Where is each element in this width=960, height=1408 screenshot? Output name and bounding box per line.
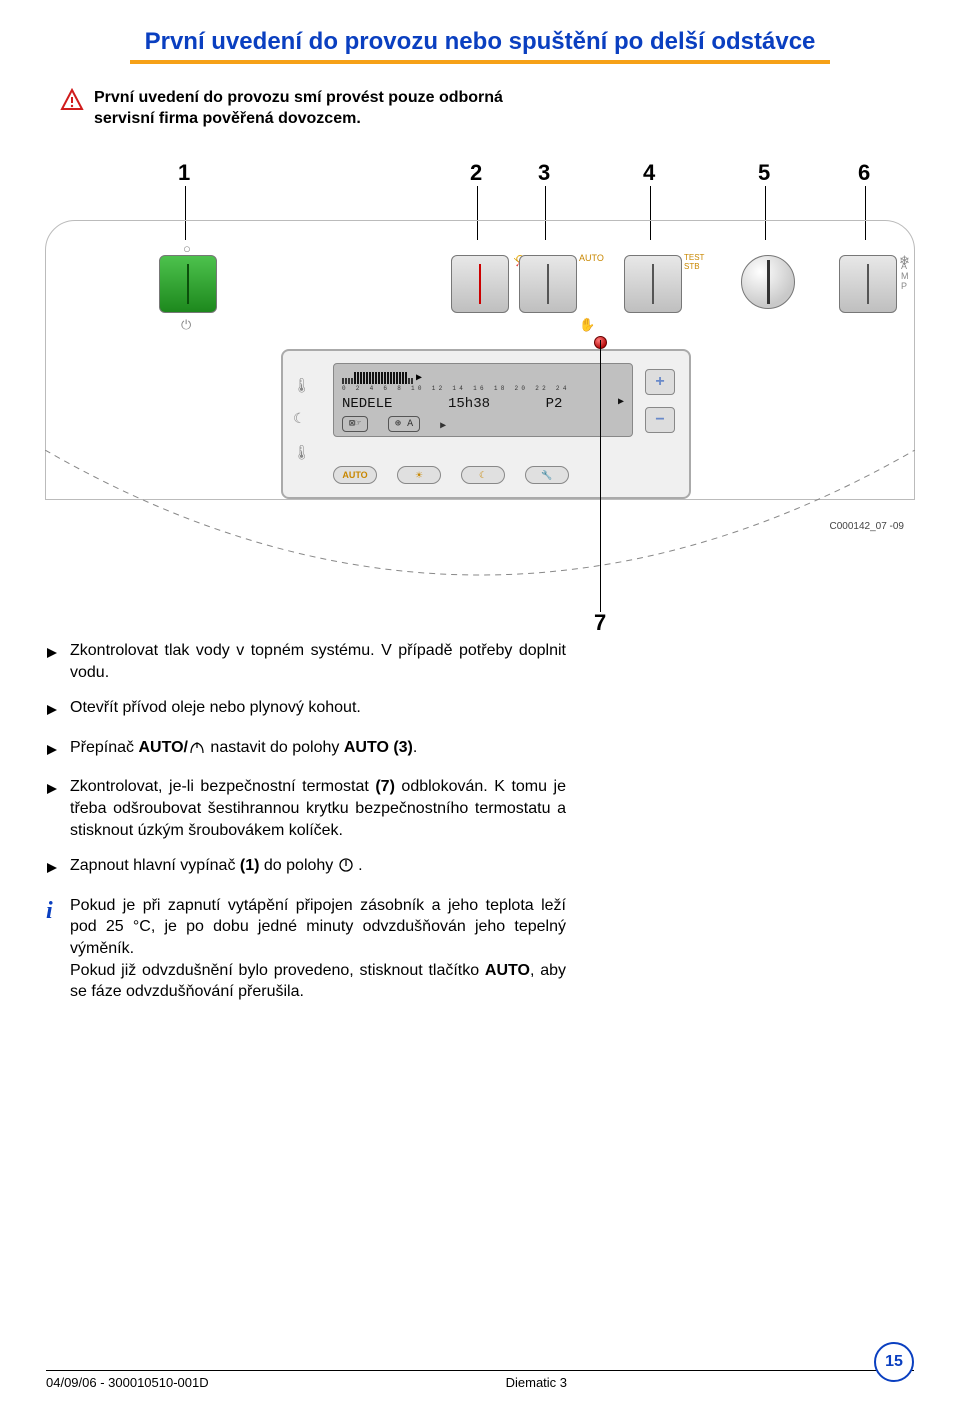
callout-7: 7: [594, 610, 606, 636]
callout-3: 3: [538, 160, 550, 186]
footer-center: Diematic 3: [506, 1375, 567, 1390]
lcd-screen: ▶ 0 2 4 6 8 10 12 14 16 18 20 22 24 NEDE…: [333, 363, 633, 437]
test-stb-switch[interactable]: TEST STB: [624, 255, 682, 313]
footer-left: 04/09/06 - 300010510-001D: [46, 1375, 209, 1390]
knob-6[interactable]: ❄ AMP: [839, 255, 897, 313]
minus-button[interactable]: −: [645, 407, 675, 433]
warning-text: První uvedení do provozu smí provést pou…: [94, 88, 530, 130]
callout-5: 5: [758, 160, 770, 186]
control-panel-figure: 1 2 3 4 5 6 ○ ⏻ 📯 AUTO: [45, 160, 915, 600]
callout-6: 6: [858, 160, 870, 186]
title-separator: [130, 60, 830, 64]
lcd-day: NEDELE: [342, 396, 392, 412]
lcd-prog: P2: [546, 396, 563, 412]
page-title: První uvedení do provozu nebo spuštění p…: [0, 28, 960, 56]
knob-2[interactable]: 📯: [451, 255, 509, 313]
callout-2: 2: [470, 160, 482, 186]
panel-bottom-outline: [45, 450, 915, 610]
warning-icon: [60, 88, 84, 112]
main-switch[interactable]: ○ ⏻: [159, 255, 217, 313]
thermostat-dial[interactable]: [741, 255, 799, 313]
body-instructions: Zkontrolovat tlak vody v topném systému.…: [46, 640, 566, 1017]
footer: 04/09/06 - 300010510-001D Diematic 3: [46, 1370, 914, 1390]
callout-4: 4: [643, 160, 655, 186]
lcd-time: 15h38: [448, 396, 490, 412]
callout-1: 1: [178, 160, 190, 186]
auto-manual-switch[interactable]: AUTO ✋: [519, 255, 577, 313]
plus-button[interactable]: +: [645, 369, 675, 395]
page-number: 15: [874, 1342, 914, 1382]
